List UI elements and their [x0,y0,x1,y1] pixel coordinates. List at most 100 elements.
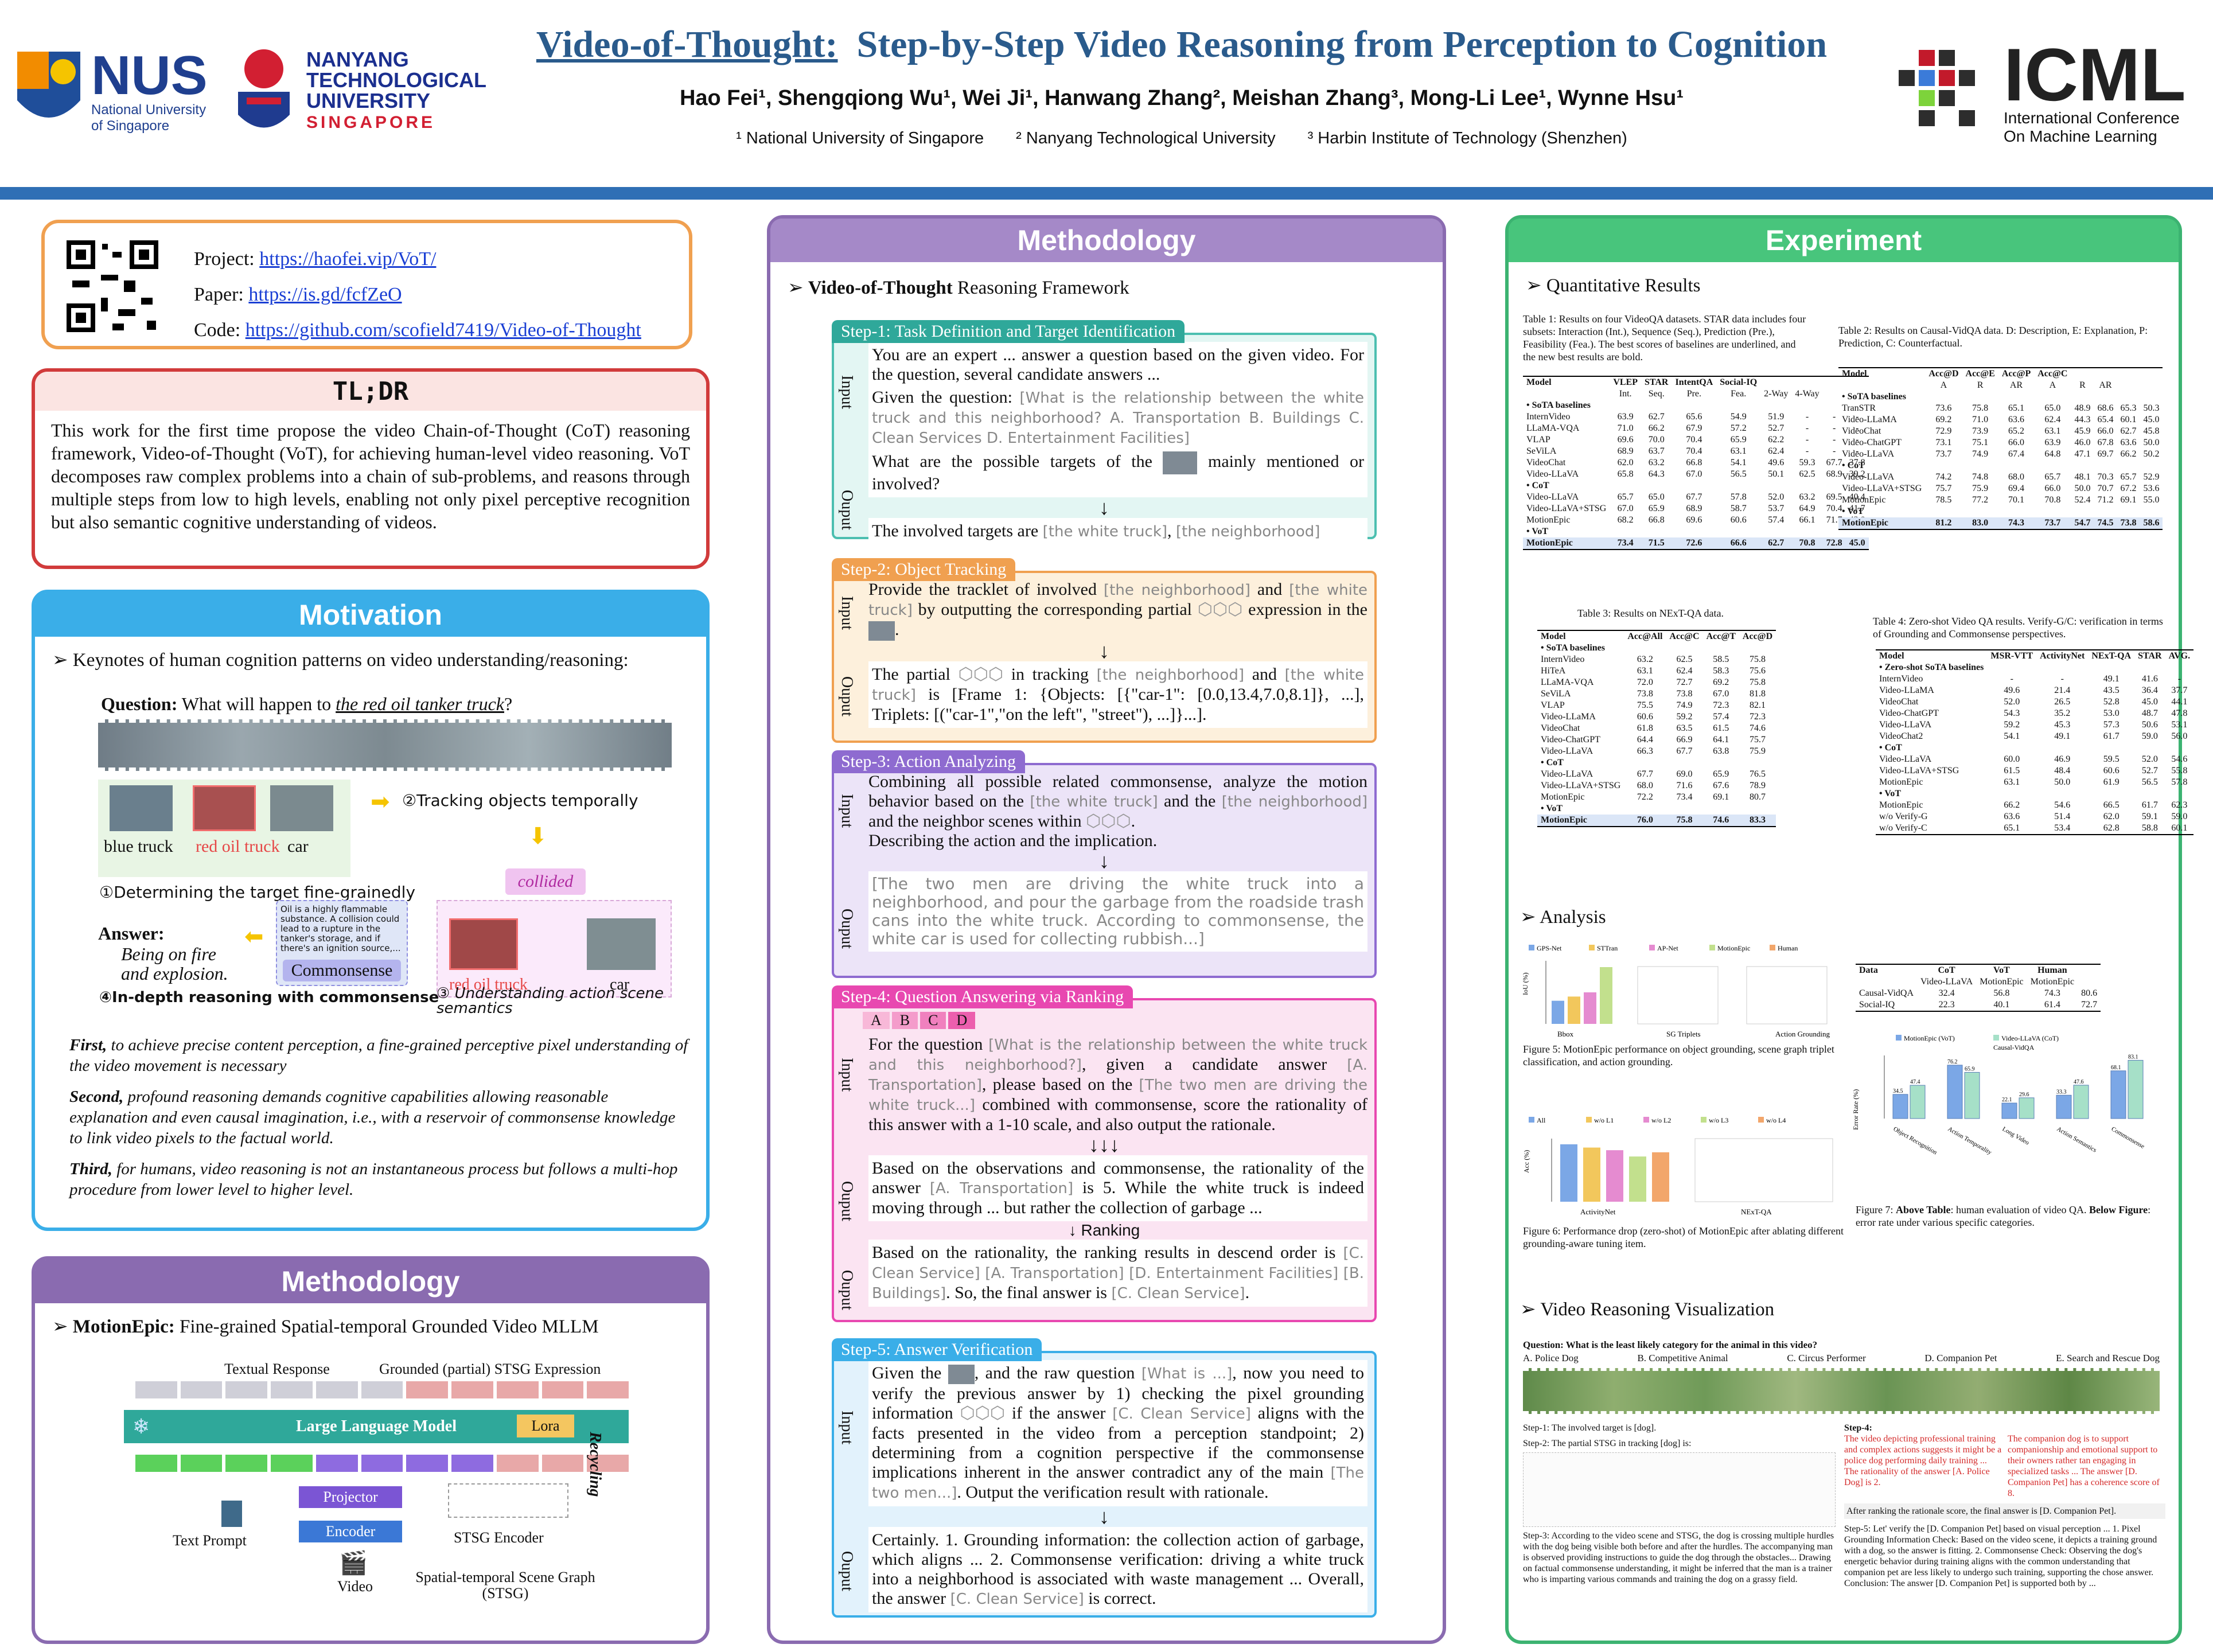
textual-response-label: Textual Response [224,1361,330,1377]
video-thumb-icon [1163,451,1198,474]
paper-link[interactable]: https://is.gd/fcfZeO [248,284,402,305]
figure7-svg: Error Rate (%) Causal-VidQA 34.5 47.4 Object… [1852,1034,2146,1156]
fig7-label-0-0: 34.5 [1893,1088,1903,1094]
step5-in-c: , now you need to verify the previous an… [872,1363,1364,1423]
vis-right-col: Step-4: The video depicting professional… [1844,1423,2165,1589]
table-row: Video-LLaVA 59.2 45.3 57.3 50.6 53.1 [1879,720,2188,730]
fig6-legend-1: w/o L1 [1594,1116,1614,1124]
project-link[interactable]: https://haofei.vip/VoT/ [259,248,437,270]
table4-caption: Table 4: Zero-shot Video QA results. Ver… [1873,615,2163,640]
fig7-label-2-0: 22.1 [2002,1097,2012,1103]
step2-in-q2: [the white truck] [868,582,1368,619]
table-row: • SoTA baselines [1526,400,1591,410]
step4-out-b: is 5. While the white truck is indeed mo… [872,1178,1365,1217]
fig7-bar-1-0 [1947,1065,1963,1119]
motivation-keynote: ➢ Keynotes of human cognition patterns o… [52,650,629,671]
second-b: Second, [69,1088,124,1106]
motivation-question: Question: What will happen to the red oi… [101,693,513,714]
step2-box: Step-2: Object Tracking Input Ouput Prov… [832,558,1377,743]
fig7-label-4-1: 83.1 [2128,1054,2138,1060]
table1-caption: Table 1: Results on four VideoQA dataset… [1523,313,1806,363]
recycling-label: Recycling [586,1432,604,1497]
fig5-panel-2 [1746,966,1828,1024]
vis-left-col: Step-1: The involved target is [dog]. St… [1523,1423,1836,1585]
step3-arrow: ↓ [1099,850,1109,872]
step2-output: The partial ⬡⬡⬡ in tracking [the neighbo… [868,661,1367,728]
figure7-caption: Figure 7: Above Table: human evaluation … [1856,1203,2165,1229]
stsg-graph-label: Spatial-temporal Scene Graph (STSG) [415,1569,595,1602]
step1-in2q: [What is the relationship between the wh… [872,389,1364,447]
fig6-legend-3: w/o L3 [1709,1116,1728,1124]
step1-output-label: Ouput [838,490,856,530]
fig5-legend-swatch-0 [1529,945,1534,950]
step1-in2a: Given the question: [872,388,1012,407]
step4-in-q2: [A. Transportation] [868,1057,1368,1094]
video-thumb-icon-3 [948,1365,975,1385]
table-row: • VoT [1526,527,1549,536]
figure6-caption: Figure 6: Performance drop (zero-shot) o… [1523,1225,1844,1249]
video-thumb-icon-2 [868,621,895,641]
step2-in-a: Provide the tracklet of involved [868,580,1097,599]
tab-d: D [948,1012,976,1029]
ntu-crest-icon [238,49,290,128]
table-row: VideoChat 52.0 26.5 52.8 45.0 44.1 [1879,697,2188,707]
fig7-label-3-1: 47.6 [2074,1079,2084,1085]
obj-car: car [287,837,309,856]
table-row: • VoT [1879,789,1902,798]
answer-label: Answer: [98,923,165,944]
fig5-xlabel-1: SG Triplets [1666,1030,1701,1038]
poster-title: Video-of-Thought: Step-by-Step Video Rea… [493,23,1870,67]
step5-out-b: is correct. [1088,1589,1156,1608]
fig6-legend-swatch-2 [1643,1117,1649,1123]
stsg-mini-icon-2: ⬡⬡⬡ [958,665,1004,684]
fig7-label-4-0: 68.1 [2111,1065,2121,1071]
collided-label: collided [505,868,586,895]
step5-input-label: Input [838,1411,856,1445]
title-part2: Step-by-Step Video Reasoning from Percep… [856,24,1828,65]
car-img [270,785,333,831]
vis-step2: Step-2: The partial STSG in tracking [do… [1523,1439,1692,1448]
fig5-legend-swatch-3 [1709,945,1715,950]
table-row: MotionEpic 73.4 71.5 72.6 66.6 62.7 70.8 72.8 45… [1523,537,1869,549]
ntu-l2: TECHNOLOGICAL [306,68,486,92]
fig7-bar-3-0 [2056,1094,2072,1119]
obj-blue-truck: blue truck [104,837,173,856]
fig7-bar-0-0 [1892,1094,1908,1119]
ranking-row: ↓ Ranking [1068,1221,1140,1239]
step5-in-b: , and the raw question [974,1363,1135,1382]
step3-in-c: and the neighbor scenes within [868,812,1082,831]
step5-in-q2: [C. Clean Service] [1112,1405,1251,1423]
fig5-panel-1 [1637,966,1719,1024]
step4-rank-a: Based on the rationality, the ranking re… [872,1243,1336,1262]
text-prompt-label: Text Prompt [173,1532,247,1549]
step4-in-d: combined with commonsense, score the rat… [868,1095,1368,1134]
step3-output-label: Ouput [838,909,856,949]
step2-out-b: in tracking [1011,665,1089,684]
step1-output: The involved targets are [the white truc… [868,518,1367,545]
table-row: • Zero-shot SoTA baselines [1879,663,1984,672]
table-row: Video-LLaMA 49.6 21.4 43.5 36.4 37.7 [1879,685,2188,695]
fig6-legend-swatch-1 [1586,1117,1592,1123]
table-row: LLaMA-VQA 72.0 72.7 69.2 75.8 [1541,677,1766,687]
table2-grid: Model Acc@D Acc@E Acc@P Acc@C A R AR A R AR • SoTA … [1838,368,2163,529]
table-row: Video-LLaVA+STSG 68.0 71.6 67.6 78.9 [1541,781,1766,790]
answer-text: Being on fire and explosion. [121,944,228,984]
project-label: Project: [194,248,255,270]
code-link[interactable]: https://github.com/scofield7419/Video-of… [245,320,641,341]
fig7-label-3-0: 33.3 [2056,1089,2067,1095]
fig7-bar-1-1 [1964,1072,1980,1119]
fig6-bar-2 [1606,1150,1623,1202]
step3-output: [The two men are driving the white truck… [868,871,1367,952]
stsg-encoder-label: STSG Encoder [454,1529,544,1546]
aff-2: ² Nanyang Technological University [1016,129,1276,147]
step2-in-b: and [1257,580,1283,599]
step2-out-c: and [1252,665,1277,684]
table3-caption: Table 3: Results on NExT-QA data. [1577,607,1724,619]
table-row: VLAP 75.5 74.9 72.3 82.1 [1541,700,1766,710]
table-row: Video-LLaVA 60.0 46.9 59.5 52.0 54.6 [1879,754,2188,764]
step3-in-q1: [the white truck] [1030,793,1158,811]
fig7-bar-4-1 [2128,1059,2144,1119]
fig7-bar-2-1 [2019,1097,2035,1119]
table-row: • CoT [1541,758,1564,767]
